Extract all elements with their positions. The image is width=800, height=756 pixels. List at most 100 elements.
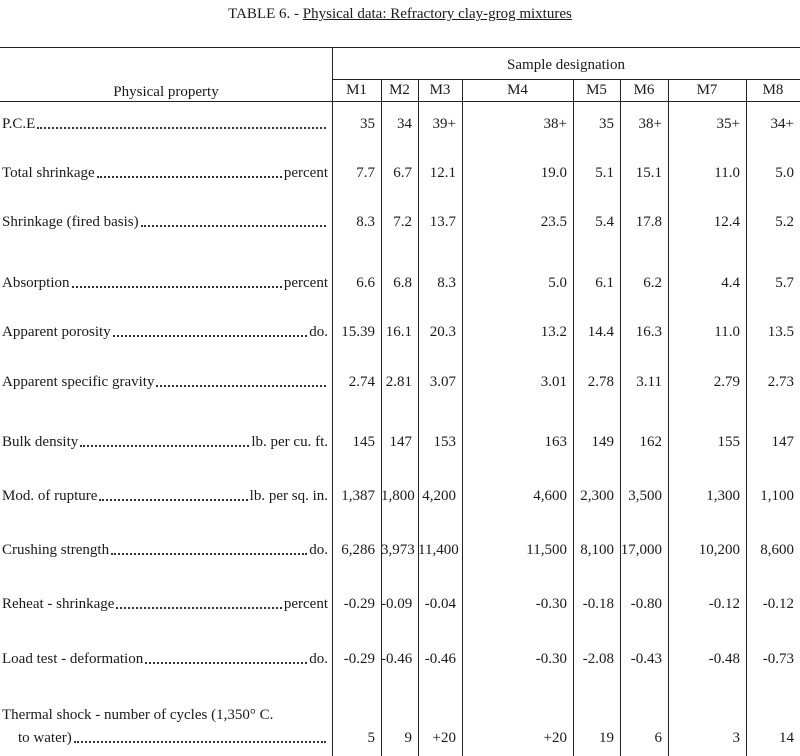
- property-label: Crushing strength do.: [2, 541, 328, 559]
- value-cell: 6.1: [595, 275, 614, 291]
- rule-group: [332, 79, 800, 80]
- value-cell: -0.09: [381, 596, 413, 612]
- value-cell: 20.3: [429, 324, 456, 340]
- value-cell: 6.2: [643, 275, 662, 291]
- value-cell: -0.46: [381, 651, 413, 667]
- value-cell: 4,600: [533, 488, 567, 504]
- value-cell: 13.7: [429, 214, 456, 230]
- property-header: Physical property: [113, 84, 219, 100]
- value-cell: 6,286: [341, 542, 375, 558]
- column-rule: [620, 79, 621, 756]
- value-cell: 12.1: [429, 165, 456, 181]
- value-cell: 14.4: [587, 324, 614, 340]
- value-cell: 15.1: [635, 165, 662, 181]
- leader-dots: [73, 741, 326, 743]
- value-cell: 7.7: [356, 165, 375, 181]
- property-text: Crushing strength: [2, 542, 110, 558]
- column-header: M5: [586, 82, 607, 98]
- property-label: Apparent porosity do.: [2, 323, 328, 341]
- property-label: Thermal shock - number of cycles (1,350°…: [2, 706, 328, 724]
- column-rule: [668, 79, 669, 756]
- value-cell: -0.73: [762, 651, 794, 667]
- value-cell: 2,300: [580, 488, 614, 504]
- value-cell: 38+: [543, 116, 567, 132]
- value-cell: 2.74: [348, 374, 375, 390]
- property-label: to water): [18, 729, 328, 747]
- value-cell: -0.80: [630, 596, 662, 612]
- value-cell: 16.1: [385, 324, 412, 340]
- value-cell: -0.12: [708, 596, 740, 612]
- value-cell: 2.79: [713, 374, 740, 390]
- value-cell: -0.04: [424, 596, 456, 612]
- value-cell: 5.7: [775, 275, 794, 291]
- leader-dots: [37, 127, 326, 129]
- property-text: Apparent specific gravity: [2, 374, 155, 390]
- value-cell: 3,973: [381, 542, 415, 558]
- property-unit: do.: [309, 324, 328, 340]
- property-text: P.C.E: [2, 116, 36, 132]
- value-cell: -0.48: [708, 651, 740, 667]
- column-header: M3: [429, 82, 451, 98]
- value-cell: 39+: [432, 116, 456, 132]
- property-label: Load test - deformation do.: [2, 650, 328, 668]
- property-label: Bulk density lb. per cu. ft.: [2, 433, 328, 451]
- group-header: Sample designation: [507, 57, 625, 73]
- value-cell: 15.39: [341, 324, 375, 340]
- value-cell: 155: [717, 434, 741, 450]
- value-cell: 8.3: [356, 214, 375, 230]
- value-cell: 14: [779, 730, 794, 746]
- value-cell: 6: [654, 730, 663, 746]
- value-cell: 8,600: [760, 542, 794, 558]
- column-rule: [746, 79, 747, 756]
- value-cell: -0.46: [424, 651, 456, 667]
- value-cell: 6.7: [393, 165, 412, 181]
- value-cell: 11,500: [526, 542, 567, 558]
- value-cell: 3.07: [429, 374, 456, 390]
- property-unit: do.: [309, 542, 328, 558]
- value-cell: -0.43: [630, 651, 662, 667]
- value-cell: 3: [732, 730, 741, 746]
- property-unit: percent: [283, 165, 328, 181]
- value-cell: 2.73: [767, 374, 794, 390]
- table-title: Physical data: Refractory clay-grog mixt…: [302, 6, 572, 22]
- value-cell: 11.0: [714, 165, 740, 181]
- property-unit: lb. per sq. in.: [249, 488, 328, 504]
- column-rule: [332, 47, 333, 756]
- column-header: M6: [633, 82, 655, 98]
- value-cell: 8,100: [580, 542, 614, 558]
- property-text: Reheat - shrinkage: [2, 596, 115, 612]
- value-cell: 4.4: [721, 275, 740, 291]
- property-unit: do.: [309, 651, 328, 667]
- value-cell: 4,200: [422, 488, 456, 504]
- value-cell: -0.12: [762, 596, 794, 612]
- property-text: Shrinkage (fired basis): [2, 214, 139, 230]
- property-text: Load test - deformation: [2, 651, 144, 667]
- value-cell: 35: [360, 116, 375, 132]
- property-label: Absorption percent: [2, 274, 328, 292]
- leader-dots: [140, 225, 326, 227]
- value-cell: 5.0: [548, 275, 567, 291]
- column-rule: [418, 79, 419, 756]
- value-cell: 19.0: [540, 165, 567, 181]
- value-cell: 17,000: [620, 542, 662, 558]
- value-cell: 145: [352, 434, 376, 450]
- leader-dots: [111, 553, 308, 555]
- value-cell: +20: [432, 730, 456, 746]
- value-cell: 23.5: [540, 214, 567, 230]
- property-text: Mod. of rupture: [2, 488, 98, 504]
- property-text: Total shrinkage: [2, 165, 95, 181]
- property-text: Bulk density: [2, 434, 79, 450]
- value-cell: 35: [599, 116, 614, 132]
- leader-dots: [145, 662, 308, 664]
- value-cell: 7.2: [393, 214, 412, 230]
- property-text: Thermal shock - number of cycles (1,350°…: [2, 707, 274, 723]
- value-cell: 1,387: [341, 488, 375, 504]
- value-cell: 3.11: [636, 374, 662, 390]
- value-cell: 38+: [638, 116, 662, 132]
- table-number: TABLE 6. -: [228, 6, 300, 22]
- property-unit: lb. per cu. ft.: [251, 434, 328, 450]
- value-cell: 5.4: [595, 214, 614, 230]
- value-cell: 5.2: [775, 214, 794, 230]
- leader-dots: [116, 607, 282, 609]
